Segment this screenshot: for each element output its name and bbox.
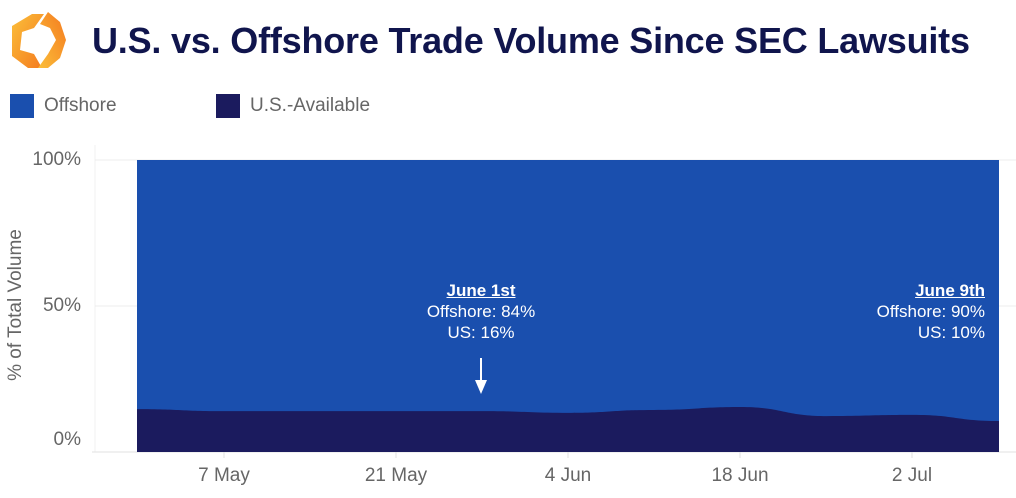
down-arrow-icon [475, 358, 487, 394]
x-tick-18-jun: 18 Jun [711, 465, 769, 486]
x-tick-21-may: 21 May [364, 465, 428, 486]
annotation-offshore: Offshore: 90% [876, 302, 985, 321]
y-tick-50: 50% [42, 295, 81, 316]
annotation-head: June 1st [446, 281, 516, 300]
chart-title: U.S. vs. Offshore Trade Volume Since SEC… [92, 20, 970, 61]
annotation-us: US: 16% [447, 323, 515, 342]
legend-item-us-available[interactable]: U.S.-Available [216, 94, 370, 118]
area-us-available [137, 407, 999, 452]
y-tick-0: 0% [53, 429, 81, 450]
legend-swatch-offshore [10, 94, 34, 118]
legend-label: U.S.-Available [250, 95, 371, 116]
x-tick-2-jul: 2 Jul [891, 465, 933, 486]
annotation-offshore: Offshore: 84% [426, 302, 536, 321]
x-tick-4-jun: 4 Jun [544, 465, 592, 486]
orange-hexagon-brackets-logo-icon [12, 12, 66, 68]
legend-item-offshore[interactable]: Offshore [10, 94, 117, 118]
stacked-areas [137, 160, 999, 452]
annotation-june-9th: June 9th Offshore: 90% US: 10% [877, 280, 985, 343]
y-tick-100: 100% [32, 149, 81, 170]
legend-swatch-us-available [216, 94, 240, 118]
legend-label: Offshore [44, 95, 117, 116]
annotation-head: June 9th [915, 281, 985, 300]
area-offshore [137, 160, 999, 452]
annotation-june-1st: June 1st Offshore: 84% US: 16% [427, 280, 535, 343]
x-tick-marks [223, 452, 913, 458]
x-tick-7-may: 7 May [198, 465, 250, 486]
annotation-us: US: 10% [917, 323, 985, 342]
